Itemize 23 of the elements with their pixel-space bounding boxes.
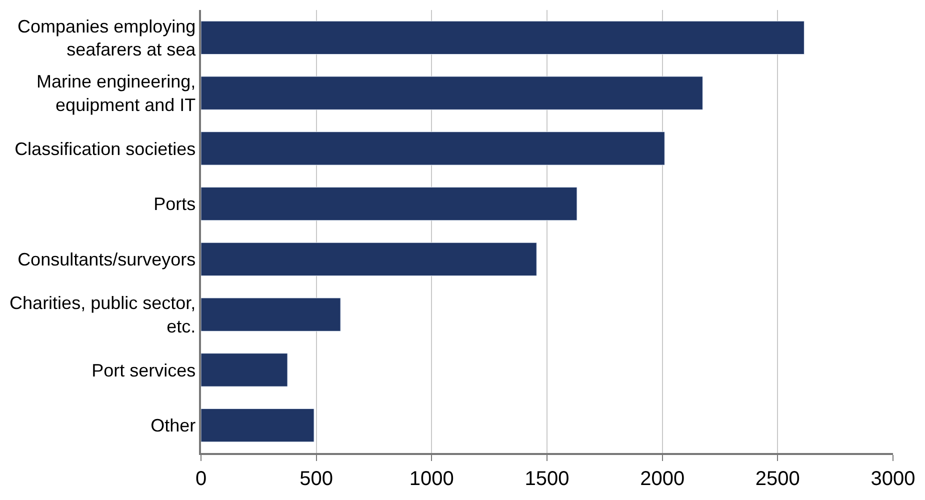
bar	[201, 408, 314, 442]
x-tick-label: 0	[195, 468, 207, 490]
y-tick-label: Other	[150, 416, 196, 436]
y-tick-label: Charities, public sector, etc.	[10, 293, 196, 337]
y-tick-label: Ports	[154, 194, 196, 214]
y-tick-label: Consultants/surveyors	[18, 249, 196, 270]
x-tick-label: 2500	[755, 468, 800, 490]
x-tick-label: 1000	[409, 468, 454, 490]
y-tick-label: Port services	[92, 360, 196, 380]
bar	[201, 76, 703, 110]
bar	[201, 353, 288, 387]
y-tick-label: Marine engineering, equipment and IT	[36, 72, 196, 116]
x-tick-label: 2000	[640, 468, 685, 490]
y-tick-label: Classification societies	[14, 138, 196, 159]
bar	[201, 20, 804, 55]
bar	[201, 186, 578, 221]
bar	[201, 242, 537, 276]
y-tick-label: Companies employing seafarers at sea	[18, 16, 197, 60]
bar	[201, 132, 665, 166]
x-tick-label: 500	[300, 468, 334, 490]
x-tick-label: 3000	[870, 468, 916, 490]
bar	[201, 298, 341, 332]
x-tick-label: 1500	[524, 468, 570, 490]
